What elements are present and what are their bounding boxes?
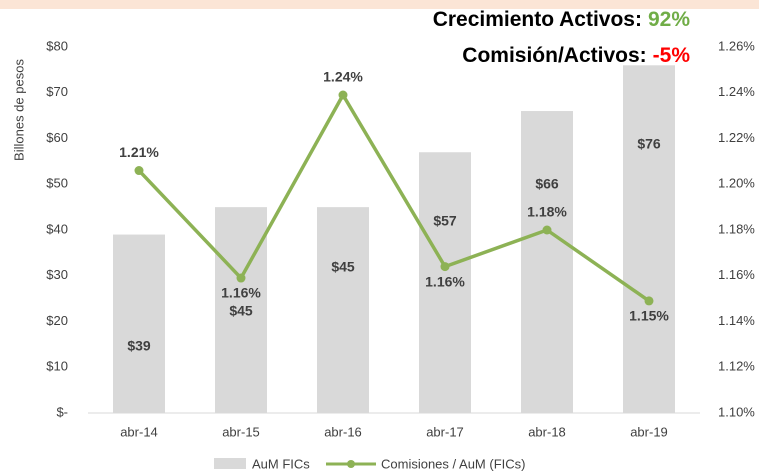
bar (623, 65, 675, 414)
line-marker (440, 262, 450, 272)
bar-value-label: $66 (535, 176, 559, 192)
bar (215, 207, 267, 413)
legend-marker (347, 460, 355, 468)
y2-tick-label: 1.14% (718, 313, 755, 328)
line-value-label: 1.24% (323, 69, 363, 85)
y-axis-title: Billones de pesos (11, 59, 26, 161)
y-tick-label: $10 (46, 359, 68, 374)
y-tick-label: $20 (46, 313, 68, 328)
x-tick-label: abr-14 (120, 424, 158, 439)
bar (419, 152, 471, 413)
line-value-label: 1.15% (629, 308, 669, 324)
annotation: Crecimiento Activos: 92% (433, 8, 691, 31)
line-marker (338, 90, 348, 100)
line-value-label: 1.18% (527, 204, 567, 220)
line-value-label: 1.21% (119, 144, 159, 160)
line-marker (236, 273, 246, 283)
y-tick-label: $40 (46, 221, 68, 236)
y-tick-label: $80 (46, 38, 68, 53)
y-tick-label: $30 (46, 267, 68, 282)
legend-label: AuM FICs (252, 456, 310, 471)
top-band (0, 0, 759, 9)
x-tick-label: abr-19 (630, 424, 668, 439)
bar (521, 111, 573, 414)
bar-value-label: $45 (229, 303, 253, 319)
line-value-label: 1.16% (425, 273, 465, 289)
y2-tick-label: 1.22% (718, 130, 755, 145)
bar-value-label: $76 (637, 136, 661, 152)
line-marker (542, 225, 552, 235)
annotation-value: 92% (648, 8, 690, 31)
annotation-value: -5% (653, 44, 691, 67)
y-tick-label: $- (56, 404, 68, 419)
line-value-label: 1.16% (221, 285, 261, 301)
x-tick-label: abr-16 (324, 424, 362, 439)
line-series (137, 93, 650, 303)
y2-tick-label: 1.18% (718, 221, 755, 236)
bar (113, 234, 165, 413)
y2-tick-label: 1.12% (718, 359, 755, 374)
x-tick-label: abr-17 (426, 424, 464, 439)
legend-swatch (214, 458, 246, 469)
annotation-text: Comisión/Activos: (462, 44, 646, 67)
legend-label: Comisiones / AuM (FICs) (381, 456, 525, 471)
y2-tick-label: 1.16% (718, 267, 755, 282)
bar-value-label: $39 (127, 338, 151, 354)
line-marker (134, 166, 144, 176)
y-tick-label: $50 (46, 176, 68, 191)
y-tick-label: $60 (46, 130, 68, 145)
y2-tick-label: 1.10% (718, 404, 755, 419)
x-tick-label: abr-18 (528, 424, 566, 439)
y2-tick-label: 1.26% (718, 38, 755, 53)
y-tick-label: $70 (46, 84, 68, 99)
bar-value-label: $57 (433, 213, 457, 229)
annotation-text: Crecimiento Activos: (433, 8, 642, 31)
x-tick-label: abr-15 (222, 424, 260, 439)
bar (317, 207, 369, 413)
y2-tick-label: 1.20% (718, 176, 755, 191)
bar-value-label: $45 (331, 259, 355, 275)
line-marker (644, 296, 654, 306)
y2-tick-label: 1.24% (718, 84, 755, 99)
annotation: Comisión/Activos: -5% (462, 44, 690, 67)
